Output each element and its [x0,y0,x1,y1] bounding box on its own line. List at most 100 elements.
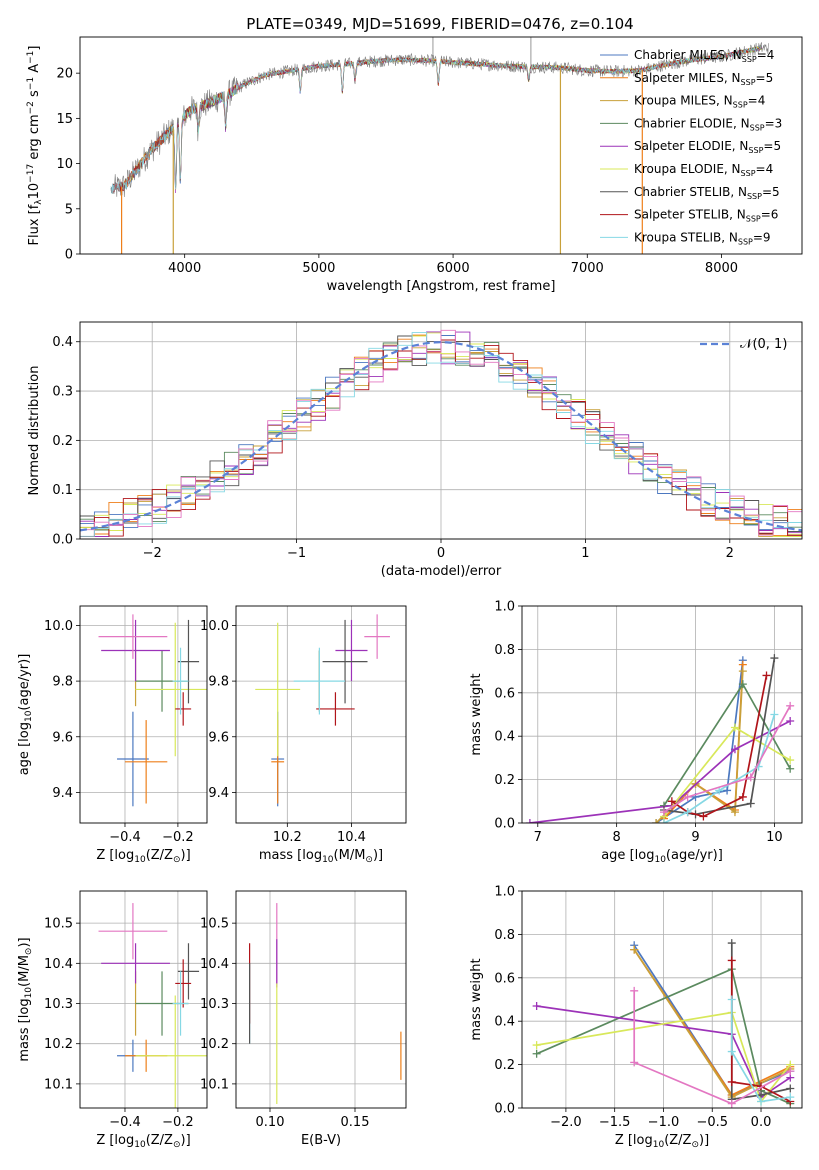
x-axis-label: wavelength [Angstrom, rest frame] [327,279,556,294]
legend-entry: Chabrier ELODIE, NSSP=3 [634,116,782,132]
mass-weight-marker [730,808,739,817]
mass-vs-ebv-panel: 0.10 0.15 10.1 10.2 10.3 10.4 10.5 E(B-V) [200,890,407,1148]
x-tick-label: 8000 [705,261,738,276]
x-tick-label: 10.2 [273,830,302,845]
errorbar-point [177,619,200,704]
mass-weight-marker [727,1077,736,1086]
y-tick-label: 9.4 [52,786,73,801]
y-tick-label: 15 [56,112,73,127]
y-tick-label: 0.8 [494,928,515,943]
plot-area [98,614,207,807]
y-axis-label: age [log10(age/yr)] [17,654,34,776]
errorbar-point [175,692,192,726]
y-tick-label: 1.0 [494,885,515,900]
y-tick-label: 0.4 [494,730,515,745]
y-tick-label: 0.6 [494,686,515,701]
mass-weight-marker [630,1058,639,1067]
mass-weight-vs-age-panel: 7 8 9 10 0.0 0.2 0.4 0.6 0.8 1.0 age [log10(age/yr… [469,600,803,865]
y-tick-label: 0.6 [494,971,515,986]
y-tick-label: 0.3 [52,385,73,400]
mass-weight-marker [727,1099,736,1108]
errorbar-point [117,711,149,807]
y-tick-label: 10.0 [44,619,73,634]
y-tick-label: 0 [65,248,73,263]
spectrum-panel: 4000 5000 6000 7000 8000 0 5 10 15 20 wavelength [… [26,36,803,294]
x-tick-label: 4000 [168,261,201,276]
x-tick-label: 5000 [302,261,335,276]
normal-distribution-curve [80,341,802,532]
x-axis-label: E(B-V) [301,1133,341,1148]
errorbar-point [135,995,207,1108]
y-tick-label: 10.4 [44,957,73,972]
residual-histogram-panel: −2 −1 0 1 2 0.0 0.1 0.2 0.3 0.4 (data-model)/error… [27,321,803,579]
mass-weight-vs-metallicity-panel: −2.0 −1.5 −1.0 −0.5 0.0 0.0 0.2 0.4 0.6 0.8 1.0 Z [… [469,885,803,1150]
mass-weight-marker [757,1097,766,1106]
mass-weight-line [655,671,744,823]
errorbar-point [175,959,192,1008]
y-tick-label: 5 [65,202,73,217]
x-tick-label: 1 [581,546,589,561]
mass-weight-line [663,705,791,813]
x-tick-label: 8 [613,830,621,845]
y-tick-label: 10.3 [44,997,73,1012]
y-tick-label: 9.6 [208,730,229,745]
x-tick-label: −1.0 [648,1115,680,1130]
y-tick-label: 0.4 [52,335,73,350]
mass-weight-marker [659,819,668,823]
x-tick-label: −0.4 [109,1115,141,1130]
y-tick-label: 10.5 [200,917,229,932]
mass-weight-marker [727,1047,736,1056]
x-tick-label: 0.15 [341,1115,370,1130]
x-tick-label: −0.4 [109,830,141,845]
mass-weight-marker [786,756,795,765]
legend-entry: Chabrier MILES, NSSP=4 [634,48,774,64]
x-tick-label: 10 [766,830,783,845]
legend-entry: Kroupa STELIB, NSSP=9 [634,230,771,246]
y-tick-label: 0.2 [494,773,515,788]
x-tick-label: −1 [287,546,306,561]
legend-entry: Chabrier STELIB, NSSP=5 [634,185,780,201]
x-tick-label: 9 [691,830,699,845]
mass-weight-marker [525,819,534,823]
axes-frame [79,890,208,1109]
mass-weight-line [633,990,791,1105]
errorbar-point [124,720,168,804]
mass-weight-marker [786,1084,795,1093]
y-tick-label: 1.0 [494,600,515,615]
errorbar-point [98,614,168,659]
plot-area [532,939,795,1108]
mass-weight-marker [746,799,755,808]
mass-weight-marker [630,945,639,954]
y-tick-label: 9.8 [52,675,73,690]
errorbar-point [293,647,346,715]
mass-vs-metallicity-panel: −0.4 −0.2 10.1 10.2 10.3 10.4 10.5 Z [log10(Z/Z… [17,890,208,1150]
x-axis-label: age [log10(age/yr)] [601,848,723,865]
mass-weight-marker [699,812,708,821]
y-axis-label: Normed distribution [27,366,42,496]
axes-frame [235,605,407,824]
errorbar-point [101,943,170,984]
y-tick-label: 9.4 [208,786,229,801]
mass-weight-marker [786,764,795,773]
spectrum-legend: Chabrier MILES, NSSP=4 Salpeter MILES, NS… [600,48,782,246]
y-tick-label: 0.4 [494,1015,515,1030]
y-tick-label: 10.4 [200,957,229,972]
mass-weight-marker [532,1041,541,1050]
mass-weight-marker [532,1049,541,1058]
plot-area [98,903,207,1108]
mass-weight-marker [786,717,795,726]
x-tick-label: 2 [726,546,734,561]
legend-entry: Kroupa ELODIE, NSSP=4 [634,162,773,178]
mass-weight-line [730,999,791,1103]
x-tick-label: 7000 [571,261,604,276]
x-tick-label: 0.10 [256,1115,285,1130]
axes-frame [79,321,803,540]
y-tick-label: 0.2 [494,1058,515,1073]
errorbar-point [135,622,207,757]
mass-weight-marker [770,654,779,663]
mass-weight-line [663,657,776,816]
x-axis-label: Z [log10(Z/Z⊙)] [96,848,190,865]
errorbar-point [322,619,368,704]
mass-weight-marker [746,773,755,782]
